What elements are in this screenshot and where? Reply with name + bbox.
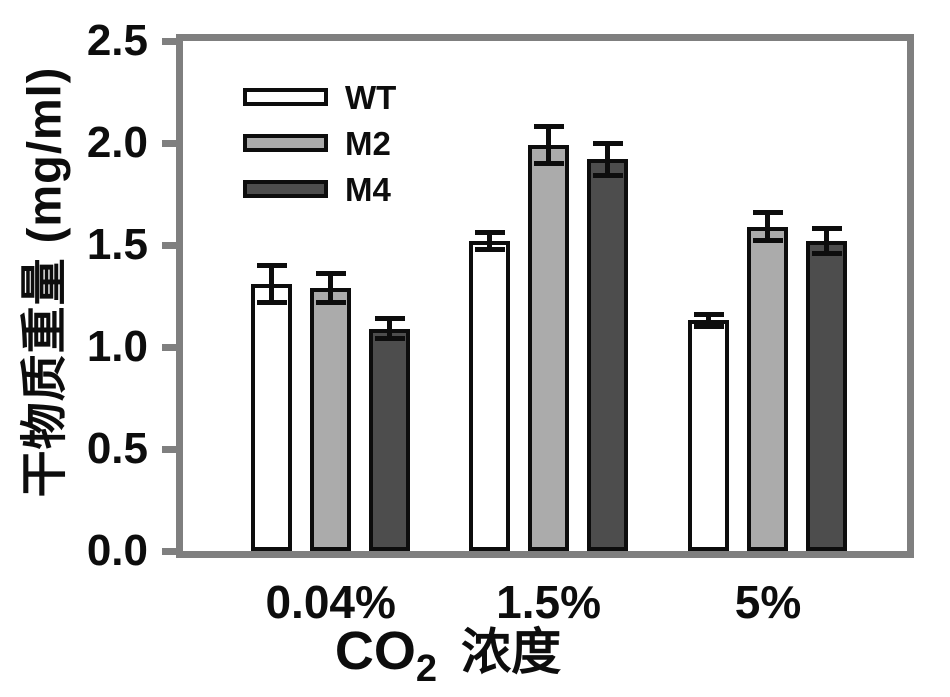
error-cap-bottom-M4-1.5% [592, 173, 623, 179]
y-tick-label-0.5: 0.5 [86, 424, 148, 473]
error-cap-bottom-M4-0.04% [374, 336, 405, 342]
x-tick-label-1.5%: 1.5% [496, 576, 602, 628]
error-cap-top-M4-5% [811, 226, 842, 232]
error-cap-bottom-WT-0.04% [256, 299, 287, 305]
error-cap-bottom-M4-5% [811, 250, 842, 256]
error-bar-M4-1.5% [605, 143, 611, 176]
error-cap-top-M2-5% [752, 209, 783, 215]
bar-WT-5% [688, 320, 730, 551]
bar-M4-0.04% [369, 328, 411, 551]
error-cap-top-M2-0.04% [315, 271, 346, 277]
bar-M2-1.5% [528, 145, 570, 551]
error-bar-M2-5% [765, 212, 771, 241]
error-bar-M4-5% [824, 228, 830, 254]
legend-item-WT: WT [243, 79, 396, 115]
error-bar-M4-0.04% [387, 318, 393, 339]
y-tick-label-0.0: 0.0 [86, 526, 148, 575]
error-cap-top-M4-0.04% [374, 315, 405, 321]
bar-M4-5% [806, 240, 848, 551]
y-tick-2.5 [162, 37, 176, 45]
error-cap-bottom-M2-5% [752, 238, 783, 244]
x-axis-title-prefix: CO [334, 621, 416, 681]
y-tick-1.0 [162, 343, 176, 351]
legend-swatch-M2 [243, 134, 328, 152]
legend: WT M2 M4 [243, 79, 396, 207]
y-tick-0.0 [162, 547, 176, 555]
y-tick-label-1.0: 1.0 [86, 322, 148, 371]
x-axis-title: CO2 浓度 [334, 620, 562, 688]
legend-item-M2: M2 [243, 125, 396, 161]
bar-M4-1.5% [587, 159, 629, 551]
bar-WT-1.5% [469, 240, 511, 551]
legend-label-M4: M4 [345, 170, 391, 208]
y-tick-label-1.5: 1.5 [86, 220, 148, 269]
error-bar-M2-0.04% [328, 273, 334, 303]
plot-area: WT M2 M4 0.0 0.5 1.0 1.5 2.0 2.5 0.04% 1.5% 5% [87, 19, 914, 625]
legend-swatch-M4 [243, 180, 328, 198]
legend-label-WT: WT [345, 78, 397, 116]
bar-M2-0.04% [310, 287, 352, 551]
bar-WT-0.04% [251, 283, 293, 551]
error-bar-WT-1.5% [487, 232, 493, 250]
y-tick-label-2.0: 2.0 [86, 118, 148, 167]
x-axis-title-subscript: 2 [415, 648, 438, 690]
bar-M2-5% [747, 226, 789, 551]
error-cap-bottom-M2-1.5% [533, 160, 564, 166]
x-axis-title-suffix: 浓度 [461, 624, 562, 680]
error-cap-bottom-WT-1.5% [474, 246, 505, 252]
error-cap-top-WT-0.04% [256, 262, 287, 268]
error-cap-top-WT-5% [693, 311, 724, 317]
error-bar-M2-1.5% [546, 126, 552, 164]
y-tick-1.5 [162, 241, 176, 249]
x-tick-label-0.04%: 0.04% [265, 576, 396, 628]
x-tick-label-5%: 5% [734, 576, 802, 628]
error-cap-top-M2-1.5% [533, 124, 564, 130]
legend-item-M4: M4 [243, 171, 396, 207]
error-cap-bottom-WT-5% [693, 324, 724, 330]
error-cap-top-M4-1.5% [592, 140, 623, 146]
y-tick-0.5 [162, 445, 176, 453]
error-bar-WT-5% [706, 314, 712, 327]
y-tick-2.0 [162, 139, 176, 147]
y-tick-label-2.5: 2.5 [86, 16, 148, 65]
legend-label-M2: M2 [345, 124, 391, 162]
legend-swatch-WT [243, 88, 328, 106]
error-bar-WT-0.04% [269, 265, 275, 303]
plot-canvas: WT M2 M4 0.0 0.5 1.0 1.5 2.0 2.5 0.04% 1.5% 5% [87, 19, 907, 625]
error-cap-bottom-M2-0.04% [315, 299, 346, 305]
error-cap-top-WT-1.5% [474, 230, 505, 236]
